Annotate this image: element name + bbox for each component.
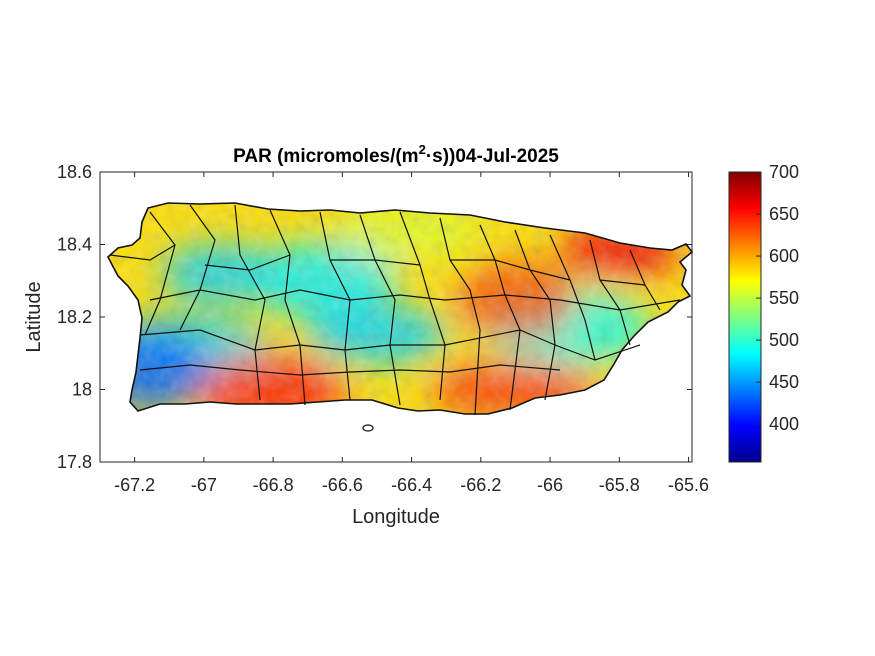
x-axis-label: Longitude [352,506,440,528]
municipality-lines [109,204,681,416]
x-tick-label: -66.2 [460,475,501,495]
island-heatmap [108,203,692,414]
x-tick-label: -65.6 [668,475,709,495]
x-tick-label: -66.6 [322,475,363,495]
y-tick-label: 18 [72,380,92,400]
colorbar-tick-label: 700 [769,162,799,182]
y-axis-label: Latitude [23,281,45,352]
y-tick-label: 18.6 [57,162,92,182]
municipality-boundaries [107,202,694,432]
x-axis: -67.2 -67 -66.8 -66.6 -66.4 -66.2 -66 -65.8 -65.… [114,172,709,495]
colorbar-gradient [728,171,762,463]
x-tick-label: -65.8 [599,475,640,495]
y-tick-label: 18.4 [57,235,92,255]
colorbar-tick-label: 500 [769,330,799,350]
y-axis: 17.8 18 18.2 18.4 18.6 [57,162,692,472]
x-tick-label: -66 [537,475,563,495]
colorbar-tick-label: 400 [769,414,799,434]
colorbar-tick-label: 550 [769,288,799,308]
y-tick-label: 18.2 [57,307,92,327]
colorbar: 400 450 500 550 600 650 700 [728,162,799,463]
x-tick-label: -67.2 [114,475,155,495]
colorbar-tick-label: 450 [769,372,799,392]
island-outline [107,202,694,415]
colorbar-tick-label: 650 [769,204,799,224]
x-tick-label: -66.4 [391,475,432,495]
y-tick-label: 17.8 [57,452,92,472]
x-tick-label: -66.8 [253,475,294,495]
x-tick-label: -67 [191,475,217,495]
chart-title: PAR (micromoles/(m2·s))04-Jul-2025 [233,142,559,167]
colorbar-ticks: 400 450 500 550 600 650 700 [756,162,799,434]
colorbar-tick-label: 600 [769,246,799,266]
island-vieques-placeholder [362,424,374,432]
